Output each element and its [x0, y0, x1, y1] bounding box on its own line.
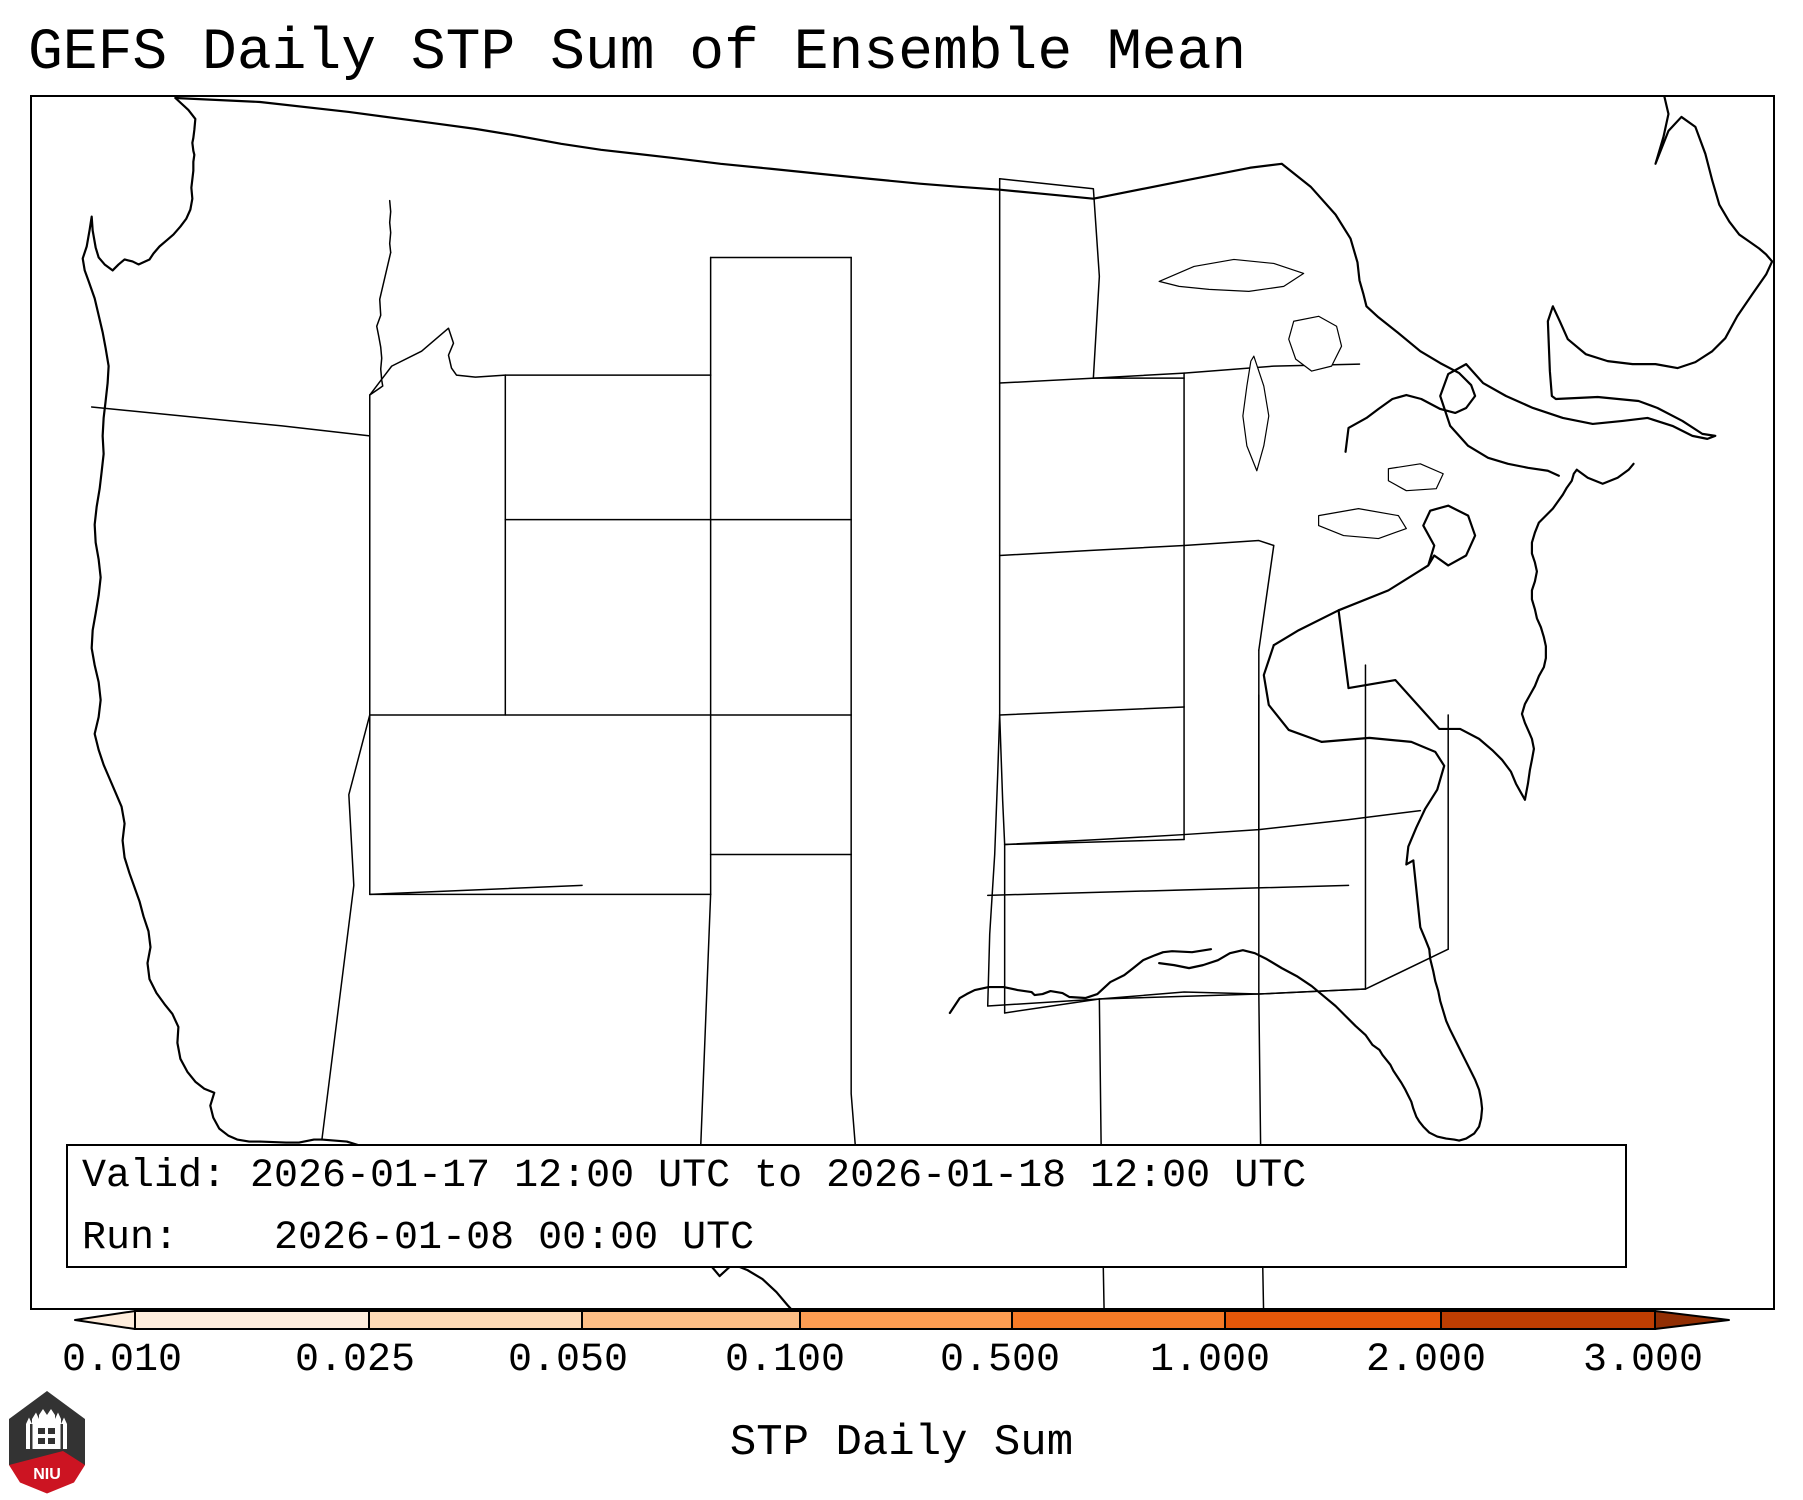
- svg-text:NIU: NIU: [33, 1466, 61, 1483]
